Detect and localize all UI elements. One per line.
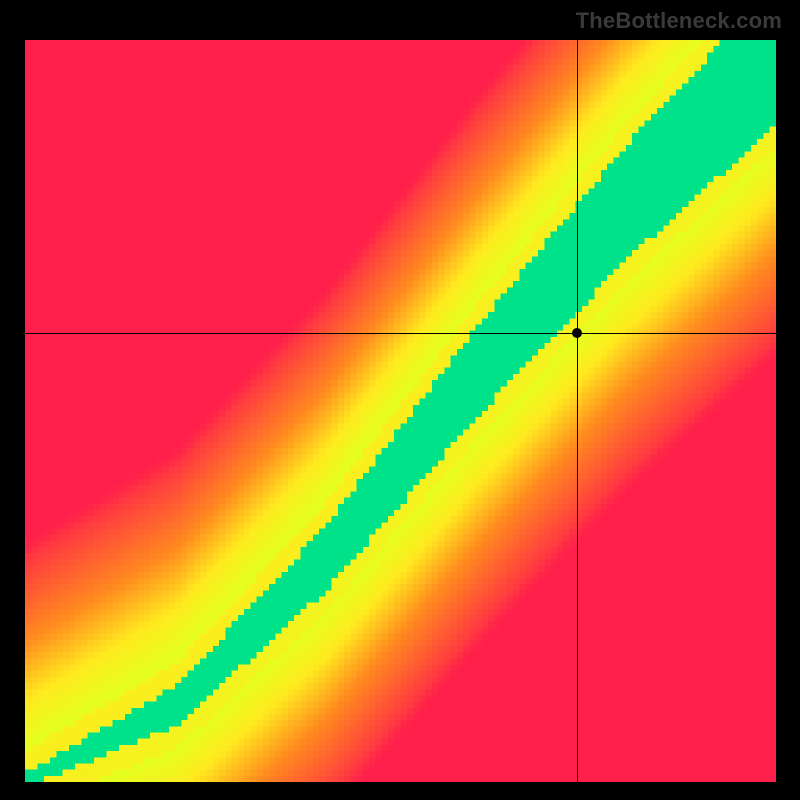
chart-frame: TheBottleneck.com xyxy=(0,0,800,800)
crosshair-horizontal xyxy=(25,333,776,334)
heatmap-plot xyxy=(25,40,776,782)
heatmap-canvas xyxy=(25,40,776,782)
source-label: TheBottleneck.com xyxy=(576,8,782,34)
crosshair-dot xyxy=(572,328,582,338)
crosshair-vertical xyxy=(577,40,578,782)
